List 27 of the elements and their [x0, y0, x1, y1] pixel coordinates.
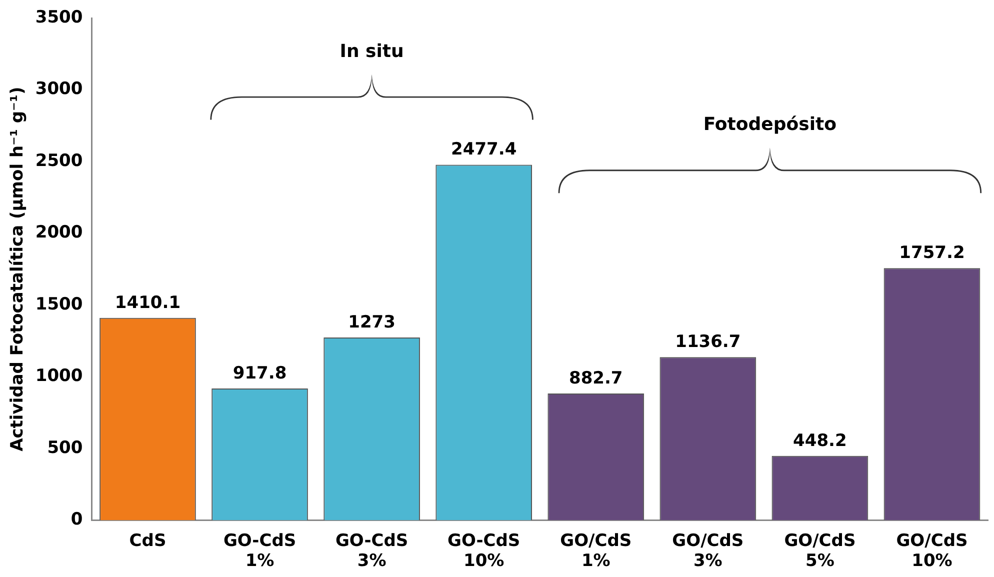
data-label: 882.7: [568, 368, 623, 388]
annotation: Fotodepósito: [703, 114, 836, 136]
data-label: 1410.1: [114, 292, 181, 313]
data-label: 917.8: [232, 363, 287, 384]
data-label: 1273: [348, 312, 396, 332]
y-tick-label: 0: [70, 510, 83, 530]
x-tick-label: GO/CdS 10%: [896, 530, 968, 572]
data-label: 1757.2: [899, 242, 965, 263]
y-tick-label: 500: [47, 438, 83, 458]
y-tick-label: 1000: [35, 366, 83, 386]
x-tick-label: GO/CdS 5%: [784, 530, 856, 572]
y-tick-label: 2000: [35, 222, 83, 243]
data-label: 1136.7: [675, 332, 741, 352]
x-tick-label: GO-CdS 1%: [223, 530, 296, 572]
x-tick-label: CdS: [129, 530, 166, 551]
annotation: In situ: [340, 40, 404, 62]
y-tick-label: 3500: [35, 7, 83, 28]
x-tick-label: GO/CdS 1%: [560, 530, 632, 572]
x-tick-label: GO-CdS 3%: [335, 530, 408, 572]
y-tick-label: 3000: [35, 79, 83, 100]
y-tick-label: 1500: [35, 294, 83, 314]
x-tick-label: GO-CdS 10%: [448, 530, 520, 572]
data-label: 448.2: [793, 430, 847, 451]
y-axis-title: Actividad Fotocatalítica (µmol h⁻¹ g⁻¹): [8, 86, 28, 452]
y-tick-label: 2500: [35, 150, 83, 171]
x-tick-label: GO/CdS 3%: [672, 530, 744, 572]
data-label: 2477.4: [451, 140, 517, 160]
